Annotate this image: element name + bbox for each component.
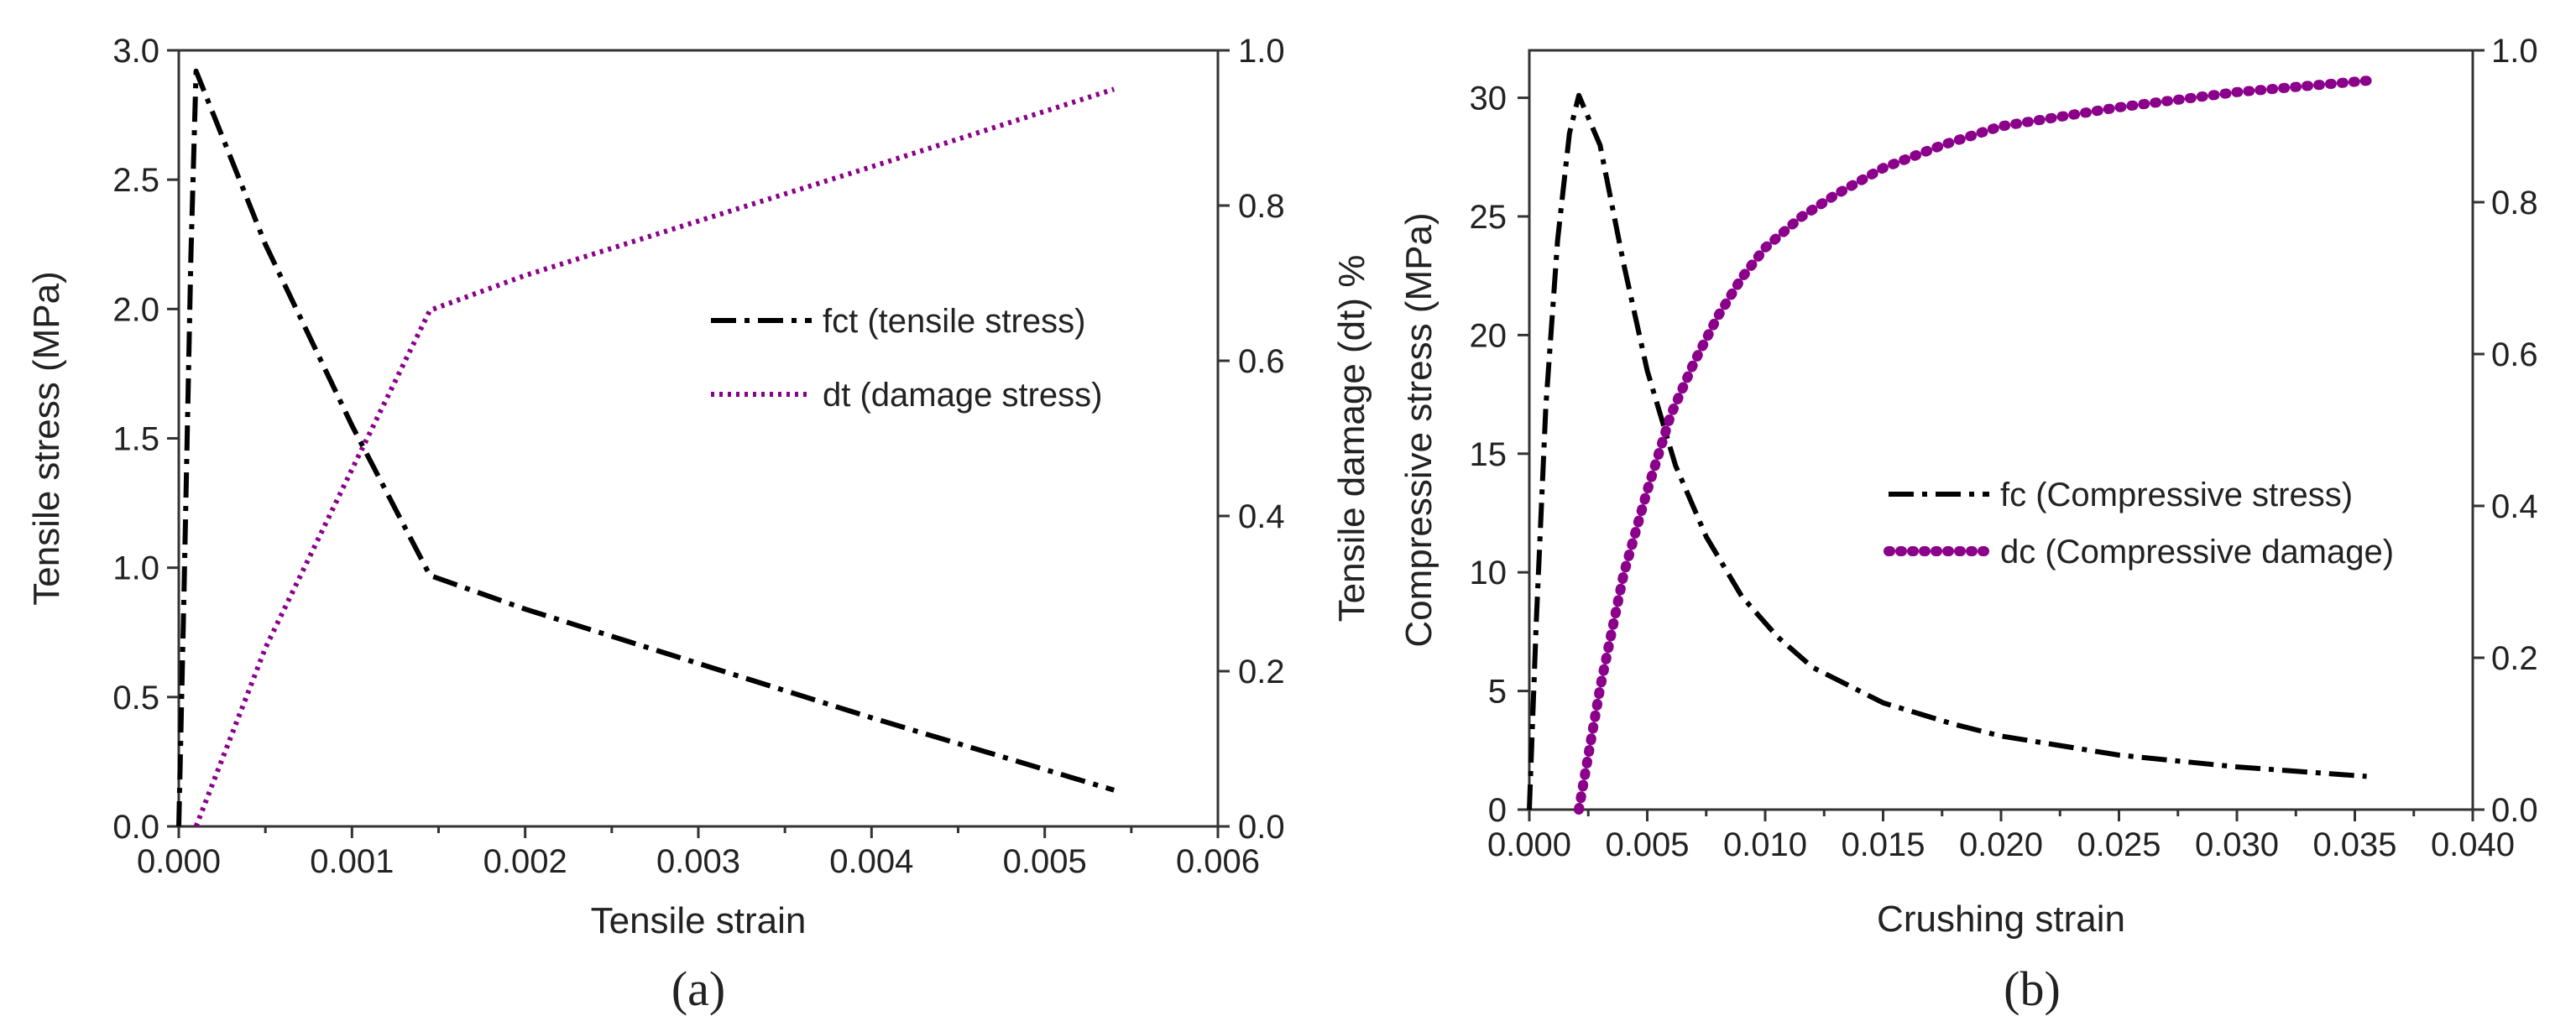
y-tick-label: 0.5: [112, 680, 159, 716]
y-right-tick-label: 0.0: [1238, 809, 1285, 846]
x-tick-label: 0.001: [310, 843, 394, 880]
panel-b-compressive: 0.000 0.005 0.010 0.015 0.020 0.025 0.030 0.035…: [1398, 33, 2538, 1016]
y-right-tick-label: 0.6: [1238, 343, 1285, 380]
x-axis-title: Crushing strain: [1877, 899, 2125, 940]
x-tick-label: 0.004: [829, 843, 913, 880]
y-right-tick-label: 1.0: [1238, 33, 1285, 70]
series-line-damage: [1574, 76, 2372, 815]
y-tick-label: 2.5: [112, 162, 159, 199]
x-tick-label: 0.006: [1176, 843, 1260, 880]
y-right-tick-label: 0.8: [2491, 185, 2538, 221]
y-tick-label: 2.0: [112, 291, 159, 328]
series-line-stress: [176, 68, 1116, 827]
y-right-axis-title: Tensile damage (dt) %: [1331, 255, 1372, 623]
x-tick-label: 0.005: [1605, 826, 1689, 863]
y-tick-label: 20: [1470, 317, 1507, 354]
y-tick-label: 5: [1488, 674, 1507, 711]
y-tick-label: 1.5: [112, 421, 159, 458]
y-axis-title: Compressive stress (MPa): [1398, 212, 1440, 647]
y-tick-label: 25: [1470, 199, 1507, 236]
y-right-tick-label: 0.4: [2491, 488, 2538, 525]
panel-a-tensile: 0.000 0.001 0.002 0.003 0.004 0.005 0.0060.00.…: [26, 33, 1372, 1016]
y-right-tick-label: 0.2: [2491, 640, 2538, 677]
x-tick-label: 0.005: [1003, 843, 1087, 880]
y-right-tick-label: 1.0: [2491, 33, 2538, 70]
panel-label: (b): [2004, 961, 2061, 1016]
y-tick-label: 3.0: [112, 33, 159, 70]
x-tick-label: 0.030: [2195, 826, 2279, 863]
y-tick-label: 30: [1470, 81, 1507, 117]
x-tick-label: 0.003: [656, 843, 740, 880]
x-tick-label: 0.035: [2312, 826, 2396, 863]
series-line-stress: [1527, 92, 2367, 810]
x-tick-label: 0.025: [2077, 826, 2161, 863]
x-tick-label: 0.020: [1959, 826, 2043, 863]
legend-label: dt (damage stress): [823, 377, 1102, 414]
x-tick-label: 0.010: [1723, 826, 1807, 863]
x-tick-label: 0.000: [1487, 826, 1571, 863]
y-right-tick-label: 0.8: [1238, 188, 1285, 225]
y-tick-label: 1.0: [112, 550, 159, 587]
y-right-tick-label: 0.2: [1238, 654, 1285, 690]
y-tick-label: 0: [1488, 792, 1507, 829]
y-tick-label: 15: [1470, 436, 1507, 473]
y-tick-label: 0.0: [112, 809, 159, 846]
panel-label: (a): [671, 961, 725, 1016]
y-right-tick-label: 0.4: [1238, 498, 1285, 535]
x-tick-label: 0.040: [2431, 826, 2515, 863]
x-axis-title: Tensile strain: [591, 900, 807, 941]
x-tick-label: 0.015: [1841, 826, 1925, 863]
y-axis-title: Tensile stress (MPa): [26, 271, 67, 606]
y-right-tick-label: 0.0: [2491, 792, 2538, 829]
legend-label: dc (Compressive damage): [2000, 534, 2394, 571]
legend-label: fc (Compressive stress): [2000, 477, 2353, 513]
legend: fc (Compressive stress) dc (Compressive d…: [1884, 477, 2394, 571]
x-tick-label: 0.002: [483, 843, 567, 880]
y-tick-label: 10: [1470, 555, 1507, 591]
y-right-tick-label: 0.6: [2491, 336, 2538, 373]
legend-label: fct (tensile stress): [823, 303, 1085, 340]
legend: fct (tensile stress) dt (damage stress): [711, 303, 1102, 414]
series-line-damage: [193, 86, 1116, 828]
plot-frame: [177, 49, 1220, 828]
x-tick-label: 0.000: [137, 843, 221, 880]
